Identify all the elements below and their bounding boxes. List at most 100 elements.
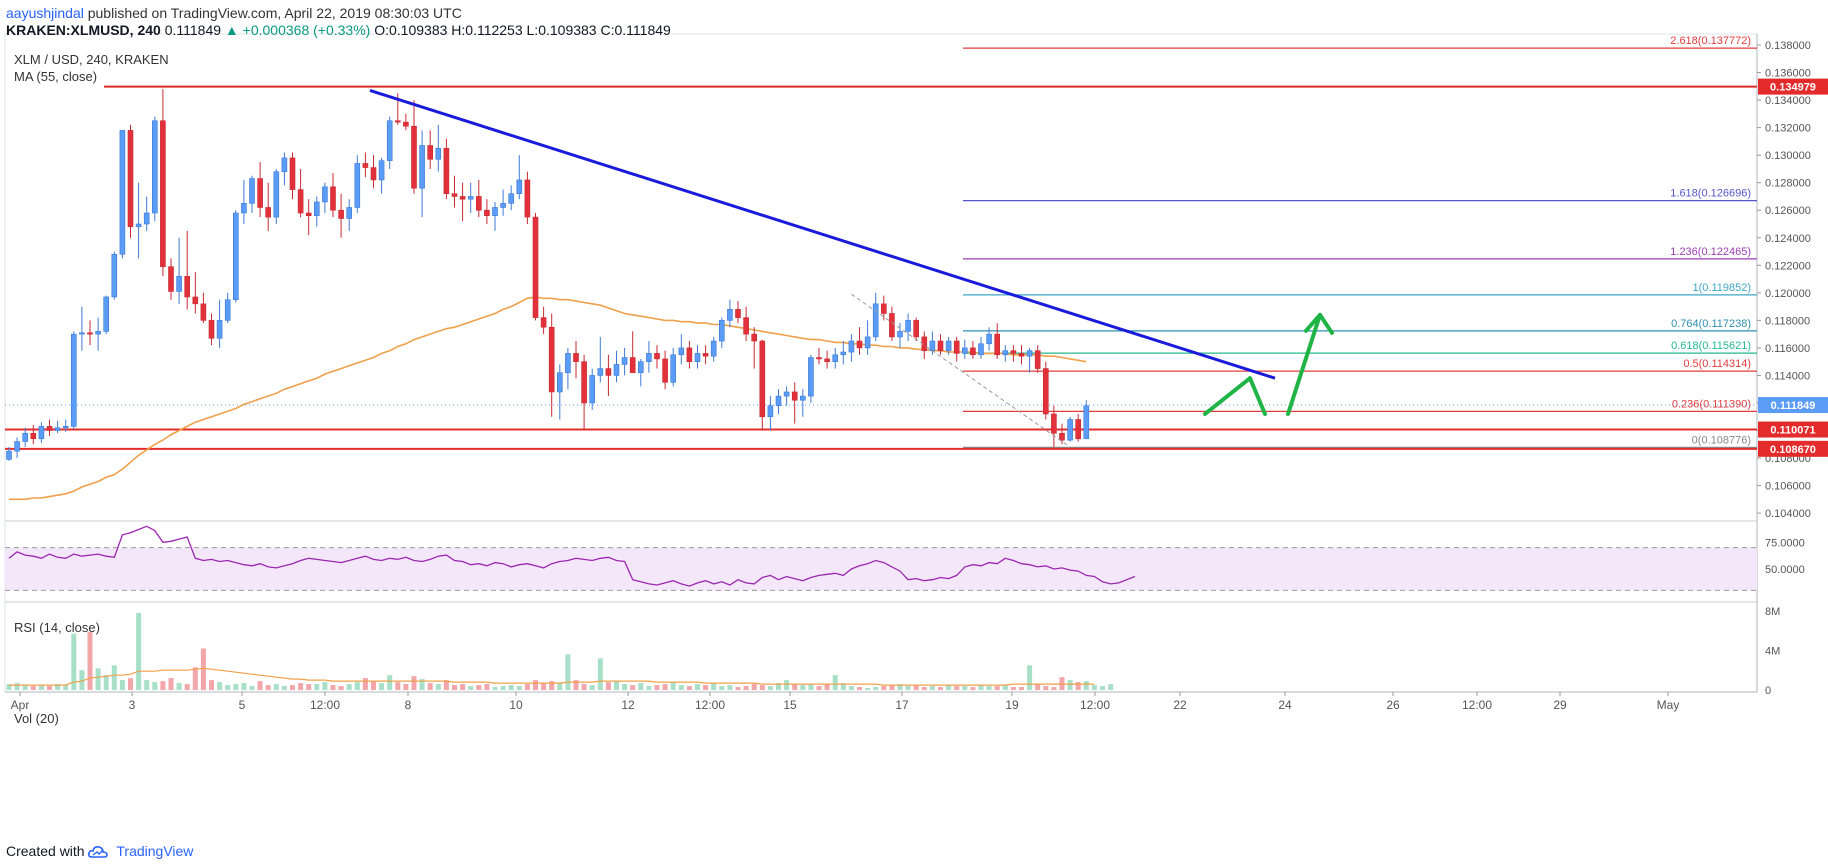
candle-body [743, 317, 749, 335]
candle-body [775, 395, 782, 407]
volume-bar [622, 684, 628, 690]
candle-body [508, 193, 515, 204]
candle-body [613, 364, 620, 376]
volume-bar [362, 678, 368, 690]
volume-bar [484, 684, 490, 690]
rsi-band [5, 547, 1757, 591]
volume-bar [395, 682, 401, 690]
candle-body [913, 320, 920, 338]
created-with-label: Created with [6, 843, 85, 859]
candle-body [233, 212, 239, 301]
y-tick-label: 0.104000 [1765, 508, 1811, 520]
candle-body [540, 317, 547, 328]
volume-bar [711, 683, 717, 690]
volume-bar [14, 683, 20, 690]
volume-bar [435, 684, 441, 690]
volume-bar [160, 681, 166, 690]
volume-bar [103, 675, 109, 690]
volume-bar [857, 687, 862, 690]
y-tick-label: 0.106000 [1765, 481, 1811, 493]
volume-bar [865, 688, 871, 690]
level-price-tag [1758, 440, 1828, 457]
volume-bar [184, 684, 190, 690]
volume-bar [638, 683, 644, 690]
y-tick-label: 0.128000 [1765, 178, 1811, 190]
rsi-legend: RSI (14, close) [14, 620, 100, 635]
volume-bar [986, 686, 992, 690]
volume-bar [6, 684, 12, 690]
candle-body [394, 120, 401, 123]
last-price-label: 0.111849 [1771, 400, 1816, 412]
candle-body [848, 340, 855, 353]
fib-level-label: 0.236(0.111390) [1672, 398, 1751, 410]
volume-bar [905, 686, 911, 690]
volume-bar [581, 684, 587, 690]
candle-body [273, 171, 280, 218]
volume-bar [719, 686, 725, 690]
volume-bar [921, 687, 927, 690]
candle-body [880, 303, 887, 314]
candle-body [475, 196, 482, 211]
projection-arrow [1286, 312, 1322, 416]
fib-level-label: 1(0.119852) [1692, 282, 1751, 294]
candle-body [152, 120, 158, 214]
candle-body [87, 332, 93, 335]
volume-bar [281, 686, 287, 690]
author-name[interactable]: aayushjindal [6, 5, 84, 21]
candle-body [1059, 432, 1065, 441]
volume-bar [703, 685, 709, 690]
tradingview-cloud-icon [88, 846, 109, 859]
fib-measure-line [851, 293, 1071, 448]
candle-body [678, 347, 685, 356]
candle-body [735, 309, 741, 318]
volume-bar [678, 685, 684, 690]
x-tick-label: 3 [129, 698, 136, 712]
candle-body [38, 426, 45, 440]
x-tick-label: 12:00 [1462, 698, 1492, 712]
volume-bar [573, 680, 579, 690]
volume-bar [686, 686, 692, 690]
volume-bar [508, 685, 514, 690]
candle-body [176, 276, 182, 292]
volume-bar [427, 683, 433, 690]
candle-body [767, 405, 774, 418]
volume-bar [589, 685, 595, 690]
volume-bar [128, 678, 133, 690]
candle-body [970, 347, 976, 356]
volume-bar [597, 658, 603, 690]
candle-body [581, 361, 587, 404]
symbol-name: KRAKEN:XLMUSD, 240 [6, 22, 161, 38]
volume-bar [954, 686, 960, 690]
candle-body [994, 333, 1001, 356]
candle-body [443, 147, 450, 195]
x-tick-label: 12:00 [695, 698, 725, 712]
volume-bar [848, 686, 854, 690]
x-tick-label: 12:00 [310, 698, 340, 712]
candle-body [824, 358, 830, 362]
volume-bar [646, 686, 652, 690]
candle-body [759, 340, 766, 418]
volume-bar [492, 687, 498, 690]
x-tick-label: 12 [621, 698, 635, 712]
candle-body [46, 426, 53, 431]
candle-body [1043, 368, 1049, 415]
fib-level-label: 1.236(0.122465) [1670, 246, 1751, 258]
y-tick-label: 0.132000 [1765, 123, 1811, 135]
volume-bar [913, 685, 919, 690]
tradingview-brand-link[interactable]: TradingView [116, 843, 194, 859]
volume-bar [792, 684, 798, 690]
candle-body [22, 432, 29, 442]
candle-body [354, 163, 361, 208]
volume-bar [1067, 680, 1073, 690]
candle-body [978, 343, 984, 356]
volume-bar [1100, 686, 1105, 690]
volume-bar [257, 681, 263, 690]
candle-body [727, 309, 733, 321]
candle-body [435, 147, 442, 160]
candle-body [62, 426, 69, 429]
volume-tick-label: 8M [1765, 606, 1780, 618]
volume-bar [265, 685, 271, 690]
volume-bar [1091, 685, 1097, 690]
volume-bar [403, 684, 409, 690]
